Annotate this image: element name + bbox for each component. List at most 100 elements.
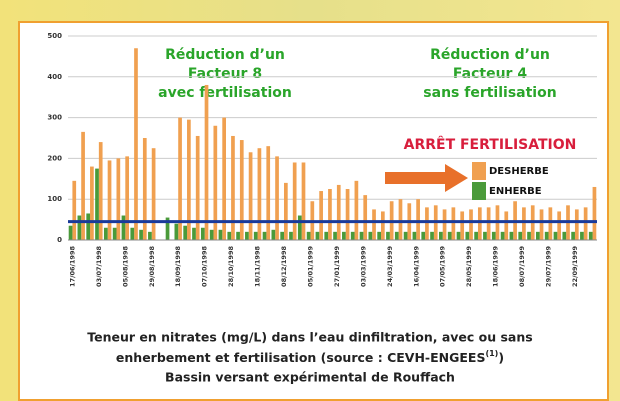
caption-text: ) <box>498 350 504 365</box>
bar <box>336 184 341 240</box>
bar <box>491 231 496 240</box>
legend-swatch <box>472 182 486 200</box>
bar <box>292 162 297 240</box>
x-tick-label: 22/09/1999 <box>571 246 579 287</box>
bar <box>571 231 575 240</box>
bar <box>222 117 226 240</box>
y-tick-label: 400 <box>47 73 62 81</box>
bar <box>522 207 526 240</box>
x-tick-label: 29/07/1999 <box>545 246 553 287</box>
bar <box>231 135 235 240</box>
x-tick-label: 28/05/1999 <box>465 246 473 287</box>
bar <box>204 84 209 241</box>
bar <box>333 231 337 240</box>
bar <box>403 231 408 240</box>
bar <box>151 148 156 240</box>
bar <box>583 207 588 240</box>
bar <box>442 209 447 240</box>
bar <box>148 231 152 240</box>
bar <box>592 186 597 240</box>
annotation: Facteur 4 <box>453 66 527 82</box>
bar <box>245 231 249 240</box>
bar <box>81 131 85 240</box>
bar <box>588 231 593 240</box>
bar <box>125 156 130 240</box>
bar <box>209 229 214 240</box>
x-tick-label: 17/06/1998 <box>68 246 76 287</box>
legend-label: ENHERBE <box>489 186 542 197</box>
annotation: Facteur 8 <box>188 66 262 82</box>
bar <box>319 191 323 240</box>
bar <box>363 195 368 240</box>
caption: Bassin versant expérimental de Rouffach <box>165 370 455 385</box>
x-tick-label: 07/05/1999 <box>439 246 447 287</box>
bar <box>103 227 108 240</box>
bar <box>253 231 258 240</box>
x-tick-label: 29/08/1998 <box>148 246 156 287</box>
bar <box>284 182 288 240</box>
bar <box>527 231 531 240</box>
bar <box>504 211 509 240</box>
bar <box>324 231 329 240</box>
bar <box>544 231 549 240</box>
bar <box>380 211 385 240</box>
bar <box>98 142 103 240</box>
bar <box>142 138 147 240</box>
bar <box>116 158 121 240</box>
bar <box>192 227 196 240</box>
bar <box>95 168 99 240</box>
annotation: avec fertilisation <box>158 85 292 101</box>
bar <box>213 125 218 240</box>
bar <box>430 231 434 240</box>
arrow <box>385 164 468 192</box>
bar <box>372 209 376 240</box>
x-tick-label: 18/11/1998 <box>254 246 262 287</box>
bar <box>535 231 540 240</box>
y-tick-label: 100 <box>47 195 62 203</box>
x-tick-label: 28/10/1998 <box>227 246 235 287</box>
legend-swatch <box>472 162 486 180</box>
bar <box>289 231 293 240</box>
bar <box>266 146 271 240</box>
bar <box>398 199 403 240</box>
bar <box>469 209 473 240</box>
bar <box>439 231 443 240</box>
bar <box>557 211 562 240</box>
bar <box>174 223 179 240</box>
bar <box>580 231 584 240</box>
bar <box>548 207 553 240</box>
bar <box>112 227 117 240</box>
caption: enherbement et fertilisation (source : C… <box>116 349 504 365</box>
bar <box>456 231 461 240</box>
bar <box>183 225 188 240</box>
bar <box>275 156 279 240</box>
annotation: sans fertilisation <box>423 85 556 101</box>
bar <box>509 231 514 240</box>
bar <box>342 231 346 240</box>
bar <box>477 207 482 240</box>
bar <box>218 229 223 240</box>
bar <box>280 231 285 240</box>
bar <box>165 217 170 240</box>
bar <box>368 231 373 240</box>
bar <box>394 231 399 240</box>
bar <box>271 229 276 240</box>
y-tick-label: 500 <box>47 32 62 40</box>
bar <box>248 152 253 240</box>
bar <box>350 231 355 240</box>
bar <box>359 231 364 240</box>
bar <box>306 231 311 240</box>
bar <box>227 231 232 240</box>
bar <box>107 160 112 240</box>
bar <box>486 207 491 240</box>
legend-label: DESHERBE <box>489 166 549 177</box>
x-tick-label: 18/06/1999 <box>492 246 500 287</box>
caption-text: enherbement et fertilisation (source : C… <box>116 350 486 365</box>
bar <box>553 231 558 240</box>
bar <box>139 229 143 240</box>
bar <box>539 209 544 240</box>
caption-note: (1) <box>485 349 498 358</box>
bar <box>451 207 456 240</box>
y-tick-label: 300 <box>47 114 62 122</box>
